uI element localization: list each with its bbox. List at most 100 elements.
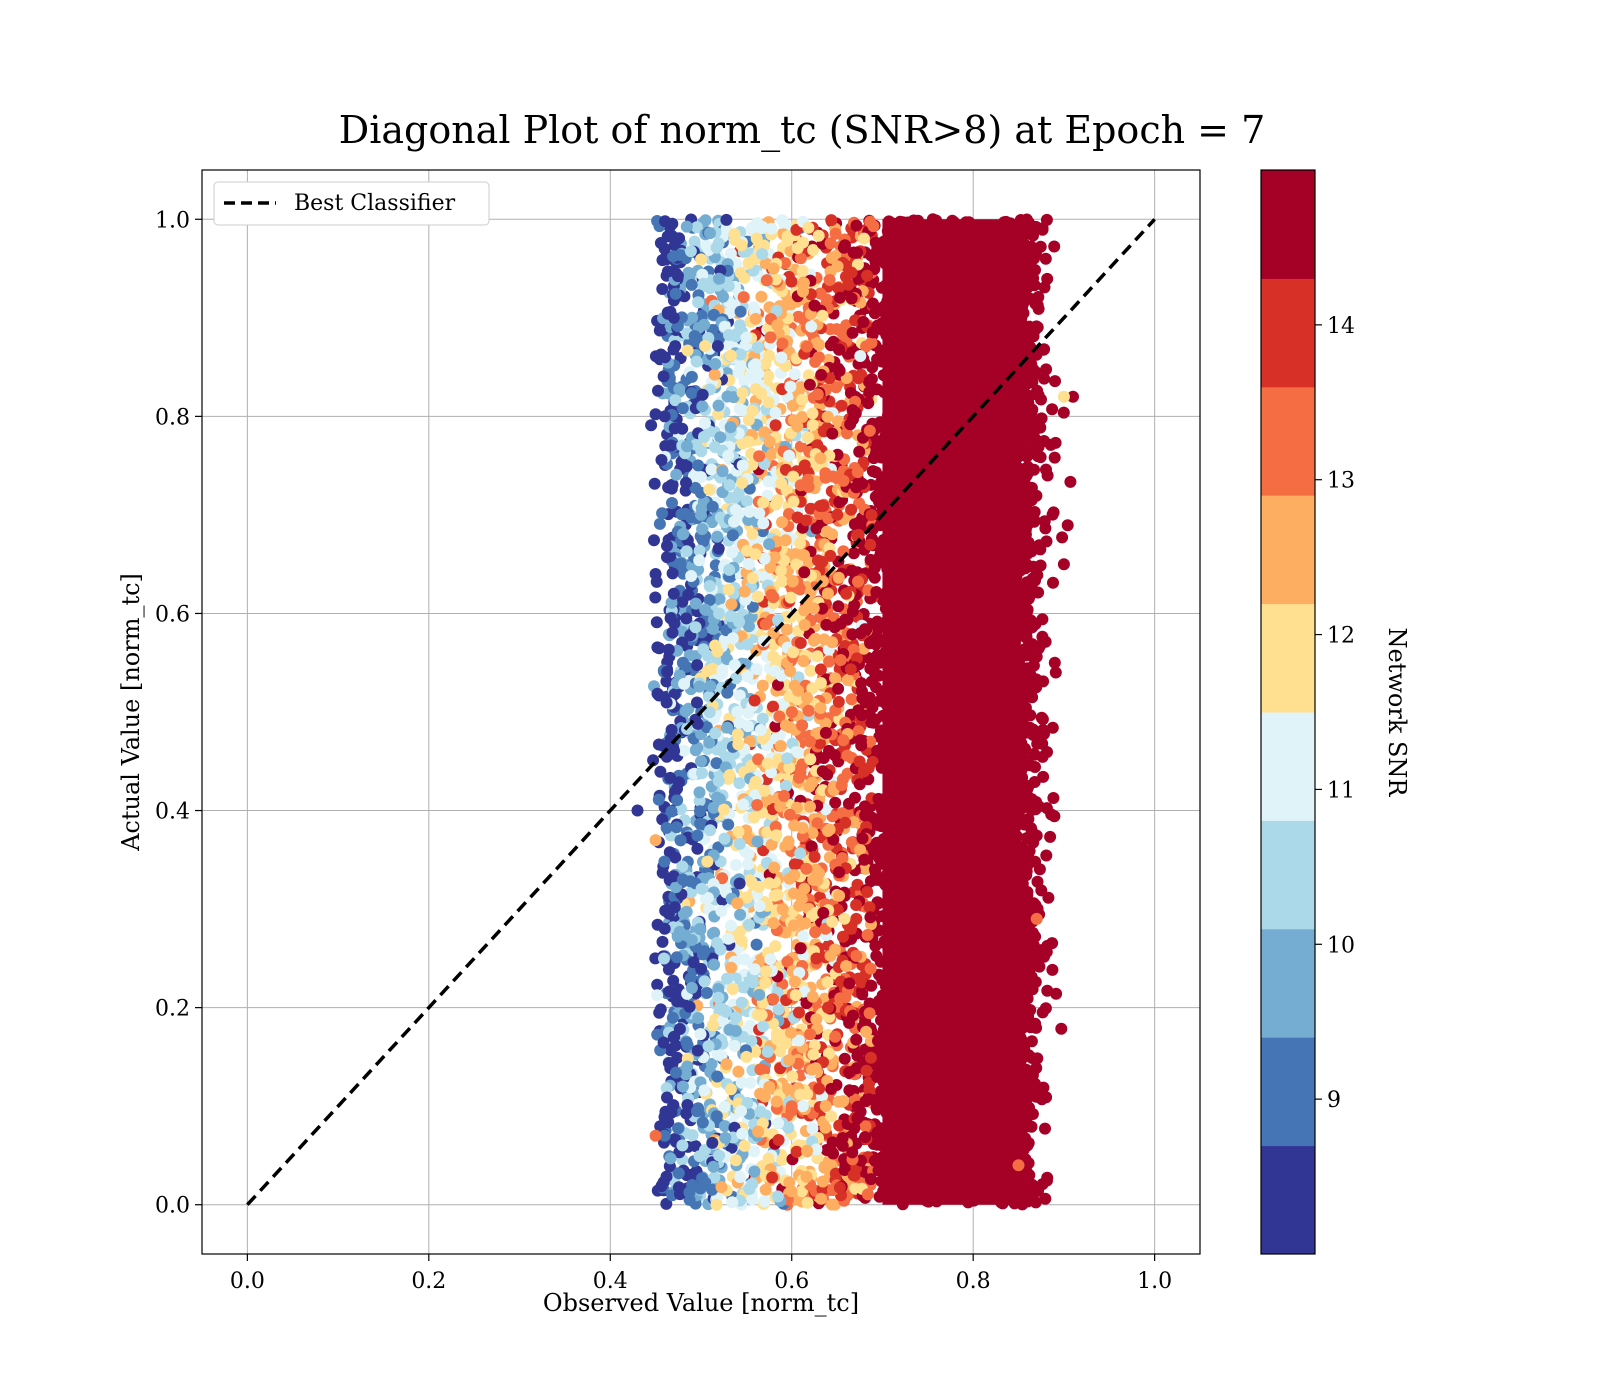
- scatter-point: [666, 1011, 679, 1024]
- scatter-point: [729, 859, 742, 871]
- scatter-point: [762, 475, 775, 488]
- scatter-point: [672, 1167, 685, 1180]
- scatter-point: [694, 1028, 707, 1041]
- scatter-point: [771, 494, 784, 507]
- scatter-point: [666, 567, 679, 580]
- scatter-point: [832, 600, 845, 613]
- scatter-point: [865, 336, 878, 349]
- scatter-point: [656, 283, 669, 295]
- scatter-point: [734, 319, 747, 332]
- scatter-point: [700, 986, 713, 999]
- scatter-point: [700, 239, 713, 252]
- scatter-point: [742, 858, 755, 871]
- scatter-points: [631, 213, 1079, 1211]
- scatter-point: [690, 355, 703, 368]
- scatter-point: [665, 805, 678, 818]
- scatter-point: [761, 1045, 774, 1058]
- scatter-point: [762, 370, 775, 382]
- scatter-point: [864, 637, 877, 650]
- scatter-point: [662, 963, 675, 976]
- scatter-point: [784, 611, 797, 624]
- scatter-point: [834, 992, 847, 1005]
- scatter-point: [776, 214, 789, 227]
- scatter-point: [664, 1152, 677, 1165]
- scatter-point: [686, 1129, 699, 1142]
- scatter-point: [744, 1076, 757, 1089]
- scatter-point: [731, 728, 744, 741]
- scatter-point: [748, 694, 761, 707]
- scatter-point: [826, 528, 839, 541]
- scatter-point: [791, 746, 804, 759]
- scatter-point: [786, 1070, 799, 1083]
- scatter-point: [813, 338, 826, 351]
- scatter-point: [705, 463, 718, 476]
- scatter-point: [846, 605, 859, 618]
- chart-title: Diagonal Plot of norm_tc (SNR>8) at Epoc…: [339, 108, 1266, 153]
- scatter-point: [806, 419, 819, 431]
- scatter-point: [757, 496, 770, 509]
- scatter-point: [814, 500, 827, 512]
- scatter-point: [807, 634, 820, 647]
- scatter-point: [835, 399, 848, 412]
- scatter-point: [733, 402, 746, 415]
- scatter-point: [693, 1150, 706, 1163]
- scatter-point: [692, 1012, 705, 1024]
- scatter-point: [802, 431, 815, 444]
- scatter-point: [751, 835, 764, 848]
- scatter-point: [788, 858, 801, 871]
- scatter-point: [660, 1082, 673, 1095]
- scatter-point: [746, 1193, 759, 1206]
- scatter-point: [864, 1173, 877, 1186]
- scatter-point: [776, 698, 789, 711]
- scatter-point: [666, 497, 678, 509]
- scatter-point: [804, 664, 817, 677]
- scatter-point: [680, 460, 693, 473]
- scatter-point: [648, 477, 661, 490]
- scatter-point: [756, 679, 769, 692]
- scatter-point: [656, 935, 669, 948]
- scatter-point: [797, 930, 810, 943]
- scatter-point: [858, 623, 871, 636]
- scatter-point: [730, 257, 743, 270]
- scatter-point: [696, 400, 709, 413]
- scatter-point: [818, 992, 831, 1005]
- scatter-point: [691, 696, 703, 709]
- scatter-point: [694, 471, 707, 483]
- scatter-point: [689, 744, 702, 757]
- scatter-point: [653, 517, 666, 530]
- scatter-point: [733, 777, 746, 790]
- scatter-point: [748, 1145, 761, 1158]
- scatter-point: [769, 419, 782, 432]
- scatter-point: [735, 996, 748, 1009]
- scatter-point: [647, 754, 660, 767]
- scatter-point: [758, 1195, 771, 1208]
- scatter-point: [776, 575, 789, 588]
- scatter-point: [862, 397, 875, 410]
- scatter-point: [845, 693, 858, 706]
- scatter-point: [794, 252, 807, 265]
- scatter-point: [658, 952, 670, 965]
- scatter-point: [670, 468, 683, 481]
- scatter-point: [832, 1095, 845, 1108]
- scatter-point: [738, 953, 751, 966]
- scatter-point: [724, 247, 737, 260]
- scatter-point: [762, 1152, 775, 1165]
- scatter-point: [828, 943, 841, 956]
- scatter-point: [650, 616, 663, 629]
- scatter-point: [680, 612, 693, 625]
- scatter-point: [838, 1052, 851, 1065]
- scatter-point: [794, 537, 807, 550]
- scatter-point: [796, 393, 809, 406]
- scatter-point: [722, 583, 735, 596]
- scatter-point: [802, 704, 815, 717]
- scatter-point: [829, 796, 842, 809]
- scatter-point: [711, 1048, 724, 1061]
- scatter-point: [743, 1183, 756, 1195]
- scatter-point: [830, 323, 843, 336]
- scatter-point: [750, 938, 763, 951]
- scatter-point: [672, 270, 684, 283]
- scatter-point: [776, 516, 788, 529]
- scatter-point: [759, 1183, 772, 1196]
- scatter-point: [794, 1088, 807, 1101]
